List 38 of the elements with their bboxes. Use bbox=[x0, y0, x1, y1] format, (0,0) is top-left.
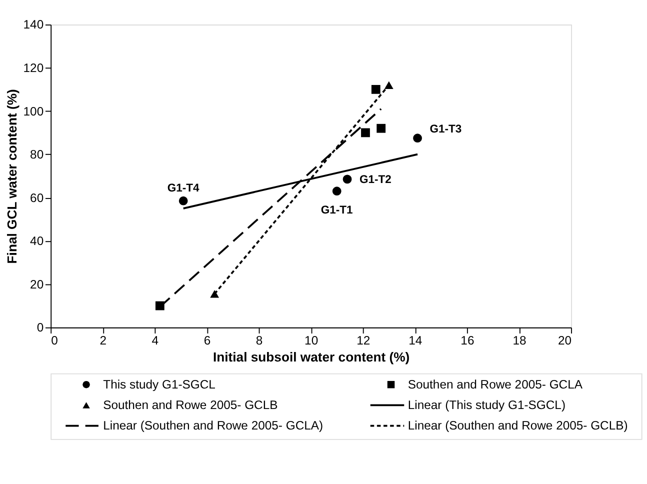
legend-label: Linear (This study G1-SGCL) bbox=[408, 398, 566, 412]
legend-label: Southen and Rowe 2005- GCLA bbox=[408, 377, 584, 392]
annotation: G1-T1 bbox=[320, 204, 353, 217]
point bbox=[413, 134, 422, 143]
y-tick-label: 60 bbox=[30, 190, 44, 205]
y-tick-label: 100 bbox=[23, 104, 44, 118]
x-axis-title: Initial subsoil water content (%) bbox=[212, 350, 410, 365]
y-tick-label: 40 bbox=[30, 234, 44, 248]
legend-label: Southen and Rowe 2005- GCLB bbox=[103, 398, 278, 412]
x-tick-label: 0 bbox=[51, 334, 58, 348]
annotation: G1-T2 bbox=[359, 174, 392, 186]
point bbox=[332, 186, 342, 196]
point bbox=[376, 124, 386, 133]
legend-label: Linear (Southen and Rowe 2005- GCLA) bbox=[103, 418, 324, 433]
x-tick-label: 14 bbox=[408, 334, 422, 348]
x-tick-label: 8 bbox=[256, 334, 263, 348]
x-tick-label: 12 bbox=[356, 334, 370, 348]
y-tick-label: 80 bbox=[30, 148, 44, 162]
y-tick-label: 120 bbox=[23, 61, 44, 76]
point bbox=[371, 84, 380, 94]
legend-label: This study G1-SGCL bbox=[103, 377, 216, 392]
annotation: G1-T3 bbox=[430, 123, 462, 136]
y-tick-label: 20 bbox=[30, 277, 44, 292]
y-tick-label: 140 bbox=[23, 18, 44, 32]
legend-label: Linear (Southen and Rowe 2005- GCLB) bbox=[408, 418, 628, 433]
point bbox=[178, 196, 188, 206]
y-axis-title: Final GCL water content (%) bbox=[4, 89, 20, 264]
y-tick-label: 0 bbox=[36, 320, 44, 335]
x-tick-label: 4 bbox=[152, 334, 159, 348]
x-tick-label: 18 bbox=[512, 334, 526, 348]
point bbox=[342, 174, 352, 184]
point bbox=[361, 128, 370, 138]
x-tick-label: 2 bbox=[100, 334, 107, 348]
x-tick-label: 10 bbox=[304, 334, 318, 348]
x-tick-label: 16 bbox=[460, 334, 474, 348]
x-tick-label: 6 bbox=[204, 334, 211, 348]
annotation: G1-T4 bbox=[167, 182, 200, 194]
x-tick-label: 20 bbox=[558, 334, 572, 348]
